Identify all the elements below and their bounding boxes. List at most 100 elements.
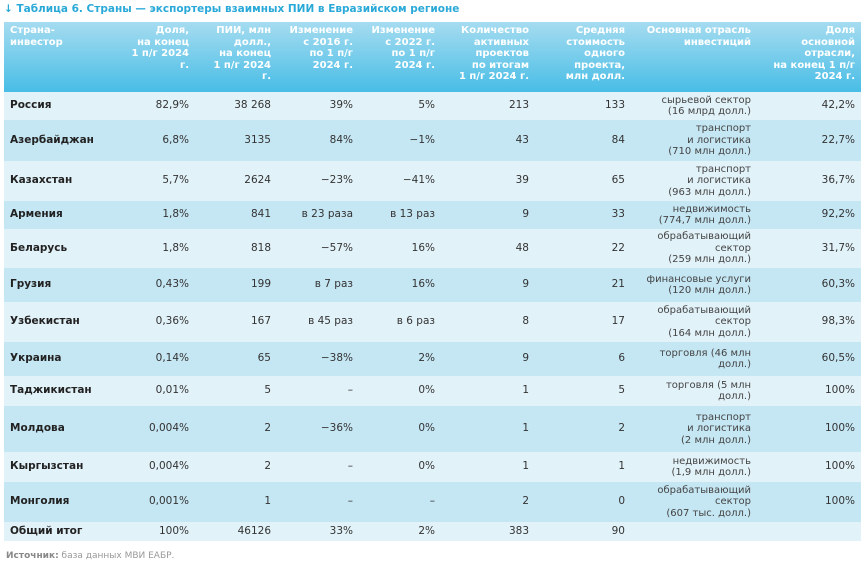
cell-change-2022: 0%	[359, 376, 441, 406]
cell-country: Молдова	[4, 406, 119, 452]
cell-country: Узбекистан	[4, 302, 119, 342]
cell-share: 6,8%	[119, 120, 195, 161]
cell-projects: 213	[441, 92, 535, 120]
cell-country: Россия	[4, 92, 119, 120]
cell-avg-cost: 84	[535, 120, 631, 161]
cell-sector-share: 36,7%	[757, 161, 861, 201]
cell-sector-share	[757, 522, 861, 541]
cell-projects: 48	[441, 229, 535, 268]
cell-change-2016: 33%	[277, 522, 359, 541]
header-sector-share: Доля основной отрасли, на конец 1 п/г 2024 г…	[757, 22, 861, 92]
cell-change-2016: –	[277, 482, 359, 522]
cell-change-2022: −1%	[359, 120, 441, 161]
cell-change-2022: 0%	[359, 406, 441, 452]
cell-sector-share: 100%	[757, 482, 861, 522]
cell-avg-cost: 22	[535, 229, 631, 268]
table-row: Таджикистан 0,01% 5–0% 1 5 торговля (5 млн дол…	[4, 376, 861, 406]
cell-fdi: 5	[195, 376, 277, 406]
table-title: ↓ Таблица 6. Страны — экспортеры взаимны…	[4, 3, 460, 15]
cell-projects: 1	[441, 452, 535, 482]
cell-avg-cost: 1	[535, 452, 631, 482]
header-change-2016: Изменение с 2016 г. по 1 п/г 2024 г.	[277, 22, 359, 92]
header-projects: Количество активных проектов по итогам 1 п/г…	[441, 22, 535, 92]
cell-change-2016: −36%	[277, 406, 359, 452]
source-note: Источник: база данных МВИ ЕАБР.	[6, 551, 174, 561]
table-row: Узбекистан 0,36% 167 в 45 раз в 6 раз 8 17 обра…	[4, 302, 861, 342]
cell-projects: 9	[441, 201, 535, 229]
table-row: Россия 82,9% 38 268 39% 5% 213 133 сырьевой сек…	[4, 92, 861, 120]
source-text: база данных МВИ ЕАБР.	[58, 551, 175, 561]
cell-country: Украина	[4, 342, 119, 376]
cell-avg-cost: 5	[535, 376, 631, 406]
cell-sector-share: 100%	[757, 406, 861, 452]
cell-avg-cost: 65	[535, 161, 631, 201]
cell-fdi: 2624	[195, 161, 277, 201]
cell-sector-share: 42,2%	[757, 92, 861, 120]
cell-change-2022: −41%	[359, 161, 441, 201]
table-row: Казахстан 5,7% 2624 −23% −41% 39 65 транспорт и …	[4, 161, 861, 201]
table-row: Монголия 0,001% 1– –2 0 обрабатывающий сектор(…	[4, 482, 861, 522]
cell-main-sector: финансовые услуги (120 млн долл.)	[631, 268, 757, 302]
cell-main-sector: недвижимость (1,9 млн долл.)	[631, 452, 757, 482]
cell-change-2016: −38%	[277, 342, 359, 376]
cell-change-2022: 2%	[359, 522, 441, 541]
cell-main-sector: транспорт и логистика (963 млн долл.)	[631, 161, 757, 201]
cell-country: Общий итог	[4, 522, 119, 541]
cell-country: Кыргызстан	[4, 452, 119, 482]
cell-share: 1,8%	[119, 201, 195, 229]
cell-sector-share: 60,5%	[757, 342, 861, 376]
cell-share: 0,001%	[119, 482, 195, 522]
cell-country: Таджикистан	[4, 376, 119, 406]
cell-change-2016: −23%	[277, 161, 359, 201]
cell-fdi: 2	[195, 406, 277, 452]
cell-avg-cost: 21	[535, 268, 631, 302]
header-country: Страна-инвестор	[4, 22, 119, 92]
cell-change-2022: 5%	[359, 92, 441, 120]
cell-projects: 8	[441, 302, 535, 342]
header-row: Страна-инвестор Доля, на конец 1 п/г 2024 г…	[4, 22, 861, 92]
cell-change-2022: в 6 раз	[359, 302, 441, 342]
cell-change-2016: в 7 раз	[277, 268, 359, 302]
source-label: Источник:	[6, 551, 59, 561]
cell-share: 0,14%	[119, 342, 195, 376]
cell-projects: 39	[441, 161, 535, 201]
cell-main-sector: транспорт и логистика (2 млн долл.)	[631, 406, 757, 452]
cell-main-sector	[631, 522, 757, 541]
cell-projects: 383	[441, 522, 535, 541]
cell-share: 0,36%	[119, 302, 195, 342]
header-fdi: ПИИ, млн долл., на конец 1 п/г 2024 г.	[195, 22, 277, 92]
cell-share: 0,004%	[119, 406, 195, 452]
cell-main-sector: обрабатывающий сектор (259 млн долл.)	[631, 229, 757, 268]
cell-sector-share: 98,3%	[757, 302, 861, 342]
cell-fdi: 3135	[195, 120, 277, 161]
cell-fdi: 841	[195, 201, 277, 229]
cell-sector-share: 60,3%	[757, 268, 861, 302]
cell-change-2016: 84%	[277, 120, 359, 161]
cell-main-sector: обрабатывающий сектор (607 тыс. долл.)	[631, 482, 757, 522]
cell-projects: 1	[441, 376, 535, 406]
table-row: Украина 0,14% 65 −38% 2% 9 6 торговля (46 млн до…	[4, 342, 861, 376]
cell-country: Беларусь	[4, 229, 119, 268]
cell-sector-share: 31,7%	[757, 229, 861, 268]
cell-projects: 43	[441, 120, 535, 161]
header-change-2022: Изменение с 2022 г. по 1 п/г 2024 г.	[359, 22, 441, 92]
cell-sector-share: 92,2%	[757, 201, 861, 229]
cell-change-2022: 2%	[359, 342, 441, 376]
cell-change-2016: −57%	[277, 229, 359, 268]
cell-change-2022: в 13 раз	[359, 201, 441, 229]
cell-sector-share: 22,7%	[757, 120, 861, 161]
cell-fdi: 38 268	[195, 92, 277, 120]
cell-avg-cost: 133	[535, 92, 631, 120]
cell-country: Армения	[4, 201, 119, 229]
cell-avg-cost: 0	[535, 482, 631, 522]
cell-change-2016: в 23 раза	[277, 201, 359, 229]
table-row: Азербайджан 6,8% 3135 84% −1% 43 84 транспорт и …	[4, 120, 861, 161]
cell-country: Азербайджан	[4, 120, 119, 161]
cell-fdi: 2	[195, 452, 277, 482]
cell-main-sector: недвижимость (774,7 млн долл.)	[631, 201, 757, 229]
cell-country: Казахстан	[4, 161, 119, 201]
cell-share: 100%	[119, 522, 195, 541]
table-row: Кыргызстан 0,004% 2–0% 1 1 недвижимость (1,9 м…	[4, 452, 861, 482]
cell-share: 0,004%	[119, 452, 195, 482]
cell-avg-cost: 33	[535, 201, 631, 229]
